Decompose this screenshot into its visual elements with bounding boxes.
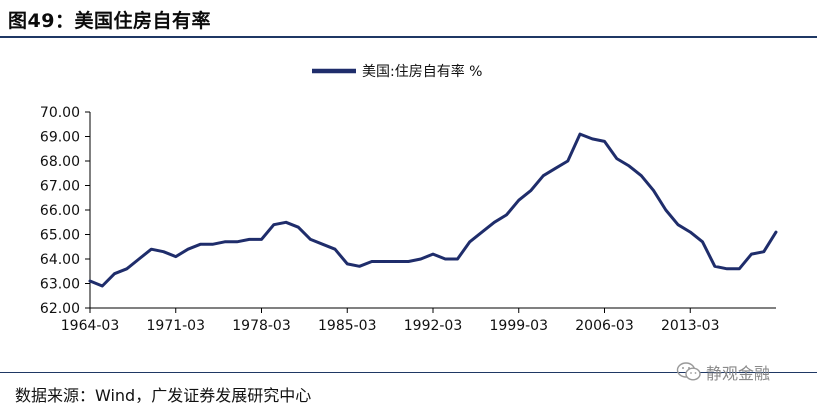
data-point [211,243,214,246]
y-tick-label: 63.00 [40,277,80,293]
y-tick-label: 66.00 [40,203,80,219]
data-point [762,250,765,253]
x-tick-label: 1971-03 [147,318,206,334]
line-chart: 美国:住房自有率 % 62.00 63.00 64.00 65.00 66.00 67.00… [40,63,778,334]
x-tick-label: 1992-03 [404,318,463,334]
data-point [529,189,533,192]
data-point [480,230,484,234]
x-tick-label: 1985-03 [318,318,377,334]
figure-header: 图49：美国住房自有率 [0,0,817,38]
figure-footer: 数据来源：Wind，广发证券发展研究中心 静观金融 [0,362,817,411]
data-point [137,257,141,261]
data-point [358,265,361,268]
data-point [223,240,226,243]
data-point [333,248,337,251]
data-point [346,262,349,266]
data-point [456,257,459,261]
data-point [407,260,410,263]
data-point [272,223,275,226]
data-point [468,240,471,243]
data-point [542,174,545,177]
series-line [88,132,778,288]
data-point [566,159,569,163]
data-point [750,252,753,256]
data-point [162,250,165,253]
data-point [370,260,373,263]
data-source: 数据来源：Wind，广发证券发展研究中心 [15,386,312,405]
data-point [615,157,618,160]
data-point [505,213,508,217]
x-tick-label: 2006-03 [575,318,634,334]
y-tick-label: 68.00 [40,154,80,170]
x-tick-label: 1978-03 [232,318,291,334]
footer-rule [0,372,817,373]
data-point [284,221,288,224]
data-point [664,208,667,212]
data-point [517,199,520,202]
data-point [738,267,741,270]
y-tick-label: 69.00 [40,130,80,146]
data-point [591,137,594,141]
data-point [419,257,422,261]
x-tick-label: 2013-03 [661,318,720,334]
data-point [101,284,104,288]
data-point [113,272,116,275]
data-point [321,243,324,246]
data-point [186,248,190,251]
watermark: 静观金融 [676,360,770,384]
data-point [199,243,202,246]
data-point [125,267,128,270]
y-tick-label: 64.00 [40,252,80,268]
data-point [627,164,631,168]
data-point [725,267,729,270]
x-tick-label: 1964-03 [61,318,120,334]
data-point [701,240,704,243]
data-point [652,189,655,192]
data-point [150,248,153,251]
data-point [713,265,716,268]
figure-title: 图49：美国住房自有率 [8,10,211,32]
y-tick-label: 62.00 [40,301,80,317]
data-point [297,226,300,229]
data-point [248,238,251,241]
data-point [554,167,557,170]
wechat-icon [676,362,701,381]
data-point [774,230,778,234]
data-point [382,260,386,263]
data-point [689,230,692,234]
y-tick-label: 65.00 [40,228,80,244]
legend-label: 美国:住房自有率 % [362,63,482,80]
y-tick-label: 67.00 [40,179,80,195]
data-point [578,132,582,136]
watermark-text: 静观金融 [706,364,771,383]
data-point [235,240,239,243]
data-point [174,255,177,258]
data-point [260,238,263,241]
data-point [309,238,312,241]
data-point [395,260,398,263]
x-tick-label: 1999-03 [490,318,549,334]
header-rule [0,36,817,38]
data-point [493,221,496,224]
data-point [603,140,606,143]
y-tick-label: 70.00 [40,105,80,121]
data-point [431,252,435,256]
data-point [640,174,643,177]
data-point [88,279,92,283]
data-point [444,257,447,261]
data-point [676,223,680,226]
